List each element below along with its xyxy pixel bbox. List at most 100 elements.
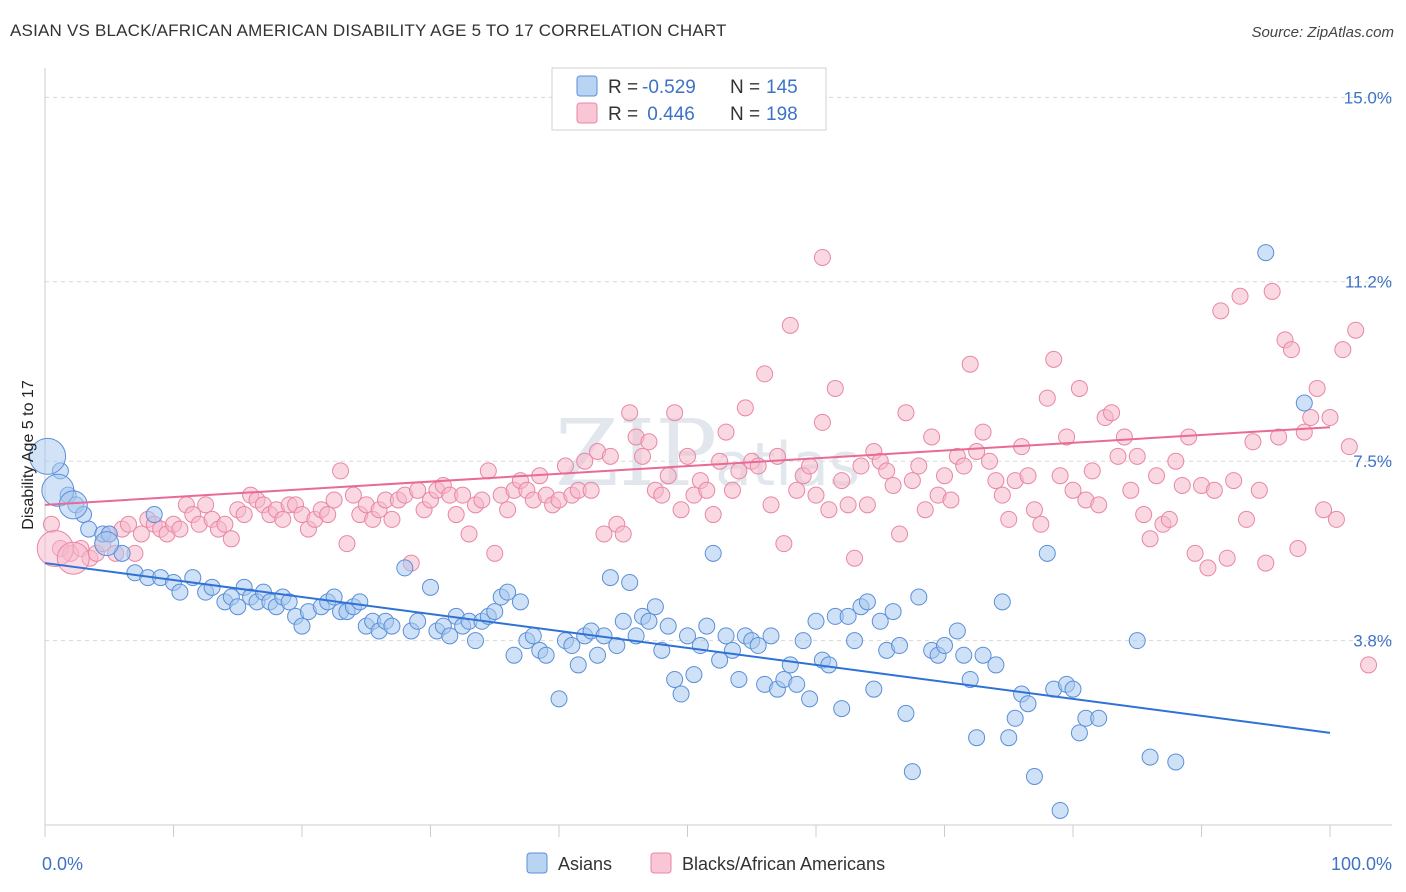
point-asian-13	[171, 583, 189, 601]
bottom-legend-asian-swatch	[526, 852, 548, 874]
point-black-158	[1070, 379, 1088, 397]
point-asian-132	[1000, 729, 1018, 747]
point-black-78	[556, 457, 574, 475]
point-black-161	[1090, 496, 1108, 514]
point-black-155	[1051, 467, 1069, 485]
point-asian-142	[1070, 724, 1088, 742]
point-black-122	[839, 496, 857, 514]
point-black-119	[820, 501, 838, 519]
legend-black-n-label: N =	[730, 104, 760, 125]
point-asian-103	[794, 632, 812, 650]
point-asian-75	[614, 612, 632, 630]
x-tick-label-0: 0.0%	[42, 854, 83, 874]
y-tick-label-1: 7.5%	[1353, 452, 1392, 471]
point-black-160	[1083, 462, 1101, 480]
point-black-110	[762, 496, 780, 514]
point-black-130	[891, 525, 909, 543]
legend-black-swatch	[576, 102, 598, 124]
legend-asian-n-value: 145	[766, 77, 798, 98]
point-asian-58	[499, 583, 517, 601]
point-black-153	[1038, 389, 1056, 407]
bottom-legend-asian-label: Asians	[558, 854, 612, 874]
point-black-194	[1302, 409, 1320, 427]
point-black-192	[1289, 540, 1307, 558]
point-black-123	[846, 549, 864, 567]
bottom-legend-black-swatch	[650, 852, 672, 874]
point-black-182	[1225, 472, 1243, 490]
point-asian-135	[1019, 695, 1037, 713]
point-black-163	[1103, 404, 1121, 422]
point-asian-128	[968, 729, 986, 747]
point-asian-98	[762, 627, 780, 645]
point-asian-4	[80, 520, 98, 538]
point-asian-137	[1038, 544, 1056, 562]
point-asian-105	[807, 612, 825, 630]
point-asian-115	[871, 612, 889, 630]
point-black-85	[601, 447, 619, 465]
point-asian-110	[839, 607, 857, 625]
y-tick-label-0: 3.8%	[1353, 632, 1392, 651]
point-asian-10	[145, 506, 163, 524]
point-black-43	[332, 462, 350, 480]
point-black-62	[454, 486, 472, 504]
point-asian-96	[749, 637, 767, 655]
point-black-166	[1122, 481, 1140, 499]
point-asian-147	[1167, 753, 1185, 771]
point-asian-145	[1128, 632, 1146, 650]
x-tick-label-1: 100.0%	[1331, 854, 1392, 874]
point-asian-19	[229, 598, 247, 616]
point-black-172	[1160, 510, 1178, 528]
point-asian-139	[1051, 801, 1069, 819]
point-asian-136	[1025, 767, 1043, 785]
point-asian-67	[563, 637, 581, 655]
point-black-146	[993, 486, 1011, 504]
source-credit: Source: ZipAtlas.com	[1251, 24, 1394, 41]
point-asian-141	[1064, 680, 1082, 698]
trend-line-black	[44, 426, 1331, 506]
point-asian-93	[730, 670, 748, 688]
point-black-67	[486, 544, 504, 562]
point-asian-60	[511, 593, 529, 611]
point-black-184	[1237, 510, 1255, 528]
point-black-134	[916, 501, 934, 519]
point-black-124	[852, 457, 870, 475]
point-large-black-1	[56, 541, 90, 575]
point-black-144	[980, 452, 998, 470]
point-asian-148	[1257, 244, 1275, 262]
point-asian-49	[441, 627, 459, 645]
point-black-96	[672, 501, 690, 519]
point-black-179	[1205, 481, 1223, 499]
point-black-176	[1186, 544, 1204, 562]
point-black-100	[698, 481, 716, 499]
point-asian-144	[1090, 709, 1108, 727]
point-black-156	[1058, 428, 1076, 446]
point-black-145	[987, 472, 1005, 490]
point-black-28	[235, 506, 253, 524]
point-black-120	[826, 379, 844, 397]
point-large-asian-3	[94, 531, 120, 557]
point-black-97	[679, 447, 696, 465]
point-black-151	[1025, 501, 1043, 519]
point-asian-102	[788, 675, 806, 693]
legend-asian-n-label: N =	[730, 77, 760, 98]
legend-black-r-value: 0.446	[642, 104, 695, 125]
point-asian-85	[679, 627, 696, 645]
chart-title: ASIAN VS BLACK/AFRICAN AMERICAN DISABILI…	[10, 21, 727, 40]
y-axis-label: Disability Age 5 to 17	[20, 380, 37, 530]
point-asian-109	[833, 700, 851, 718]
legend-black-n-value: 198	[766, 104, 798, 125]
point-black-10	[120, 515, 138, 533]
point-black-196	[1315, 501, 1333, 519]
point-black-185	[1244, 433, 1262, 451]
point-asian-146	[1141, 748, 1159, 766]
point-black-12	[132, 525, 150, 543]
point-black-186	[1250, 481, 1268, 499]
point-asian-42	[383, 617, 401, 635]
point-large-asian-2	[58, 490, 88, 520]
point-asian-113	[858, 593, 876, 611]
point-black-195	[1308, 379, 1326, 397]
point-black-128	[878, 462, 896, 480]
point-asian-119	[897, 704, 915, 722]
point-asian-16	[203, 578, 221, 596]
point-asian-46	[422, 578, 439, 596]
